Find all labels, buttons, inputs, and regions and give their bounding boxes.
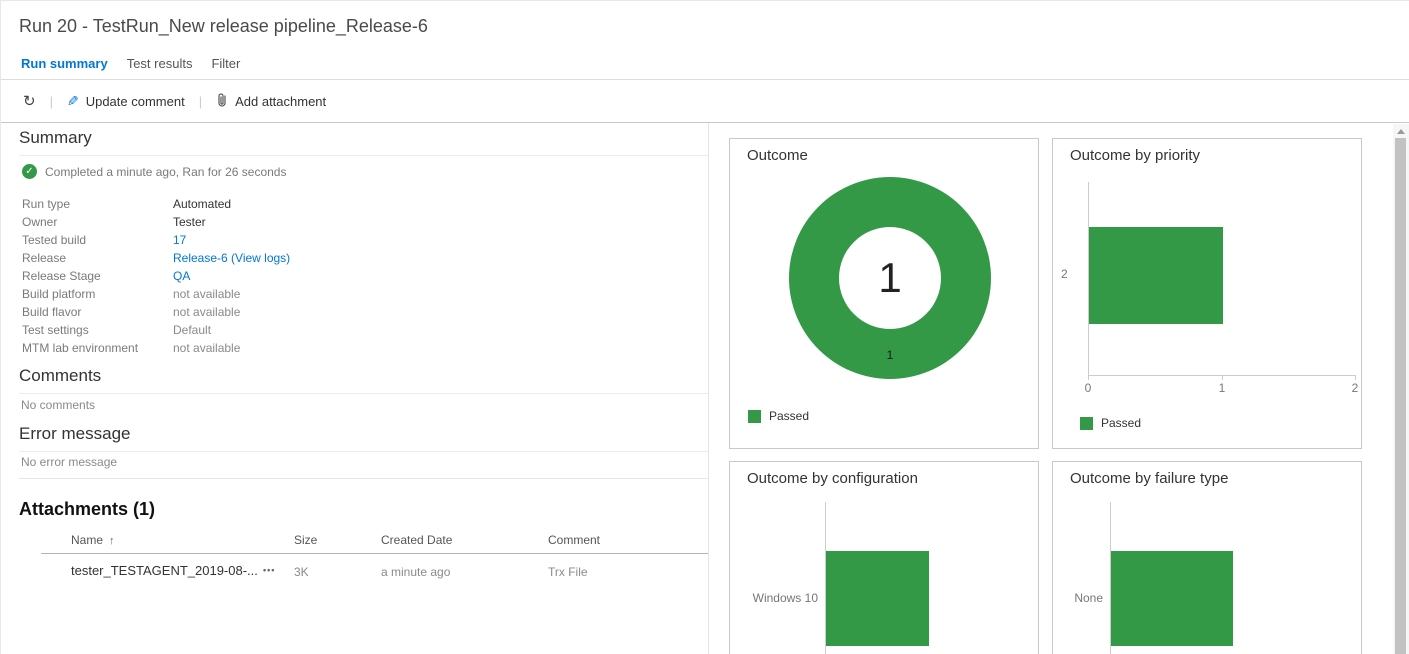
toolbar: ↻ | ✎ Update comment | Add attachment [1, 80, 1409, 123]
chart-title-failure-type: Outcome by failure type [1070, 470, 1229, 487]
x-tick-label: 1 [1218, 381, 1226, 395]
field-label: Build flavor [22, 305, 82, 319]
toolbar-separator: | [198, 93, 203, 109]
pencil-icon: ✎ [66, 92, 79, 109]
page-title: Run 20 - TestRun_New release pipeline_Re… [19, 16, 428, 36]
table-header-divider [41, 553, 708, 554]
release-link[interactable]: Release-6 (View logs) [173, 251, 291, 265]
attachment-created-date: a minute ago [381, 565, 451, 579]
donut-center: 1 [839, 227, 941, 329]
no-comments-text: No comments [21, 398, 96, 412]
column-header-created-date[interactable]: Created Date [381, 533, 453, 547]
outcome-donut: 1 1 [789, 177, 991, 379]
attachment-name[interactable]: tester_TESTAGENT_2019-08-... [71, 563, 258, 578]
scrollbar-thumb[interactable] [1395, 138, 1406, 654]
y-axis-line [1088, 182, 1089, 375]
attachment-size: 3K [294, 565, 309, 579]
column-header-comment[interactable]: Comment [548, 533, 601, 547]
field-label: Release Stage [22, 269, 101, 283]
summary-fields: Run type Automated Owner Tester Tested b… [22, 195, 290, 357]
y-tick-label: None [1074, 591, 1103, 605]
add-attachment-button[interactable]: Add attachment [216, 92, 326, 111]
attachments-heading: Attachments (1) [19, 499, 156, 519]
tab-bar: Run summary Test results Filter [21, 56, 240, 71]
chart-title-configuration: Outcome by configuration [747, 470, 918, 487]
donut-total-count: 1 [878, 254, 902, 301]
comments-heading: Comments [19, 366, 708, 394]
more-options-icon[interactable]: ••• [263, 565, 276, 575]
x-axis-tick [1222, 375, 1223, 380]
chart-legend: Passed [1080, 416, 1141, 430]
section-divider [19, 478, 708, 479]
field-label: Test settings [22, 323, 89, 337]
outcome-by-failure-type-card: Outcome by failure type None [1052, 461, 1362, 654]
legend-label-passed: Passed [769, 409, 810, 423]
field-label: Owner [22, 215, 58, 229]
check-circle-icon: ✓ [22, 164, 37, 179]
chart-title-outcome: Outcome [747, 147, 808, 164]
update-comment-button[interactable]: ✎ Update comment [67, 93, 185, 110]
field-value-run-type: Automated [173, 197, 232, 211]
y-axis-line [1110, 502, 1111, 654]
attachment-comment: Trx File [548, 565, 588, 579]
run-status-text: Completed a minute ago, Ran for 26 secon… [45, 164, 287, 179]
column-header-size[interactable]: Size [294, 533, 318, 547]
chart-legend: Passed [748, 409, 809, 423]
bar-passed-windows10 [826, 551, 929, 646]
y-tick-label: Windows 10 [752, 591, 818, 605]
scrollbar-up-arrow-icon[interactable] [1397, 129, 1405, 134]
release-stage-link[interactable]: QA [173, 269, 191, 283]
field-value-test-settings: Default [173, 323, 212, 337]
outcome-chart-card: Outcome 1 1 Passed [729, 138, 1039, 449]
field-value-build-platform: not available [173, 287, 241, 301]
chart-title-priority: Outcome by priority [1070, 147, 1201, 164]
x-axis-tick [1355, 375, 1356, 380]
refresh-icon: ↻ [23, 93, 36, 110]
paperclip-icon [216, 92, 228, 111]
tab-test-results[interactable]: Test results [126, 56, 193, 71]
field-label: Run type [22, 197, 71, 211]
run-status: ✓ Completed a minute ago, Ran for 26 sec… [22, 164, 286, 179]
add-attachment-label: Add attachment [235, 93, 327, 109]
sort-ascending-icon: ↑ [109, 535, 115, 547]
tested-build-link[interactable]: 17 [173, 233, 187, 247]
tab-filter[interactable]: Filter [211, 56, 241, 71]
donut-slice-label: 1 [886, 348, 894, 362]
x-tick-label: 2 [1351, 381, 1359, 395]
no-error-message-text: No error message [21, 455, 118, 469]
legend-swatch-passed [748, 409, 761, 423]
field-value-build-flavor: not available [173, 305, 241, 319]
bar-passed-priority-2 [1089, 227, 1223, 324]
update-comment-label: Update comment [85, 93, 185, 109]
field-value-owner: Tester [173, 215, 206, 229]
x-axis-tick [1088, 375, 1089, 380]
outcome-by-configuration-card: Outcome by configuration Windows 10 [729, 461, 1039, 654]
column-header-name[interactable]: Name ↑ [71, 533, 115, 547]
y-axis-line [825, 502, 826, 654]
refresh-button[interactable]: ↻ [23, 92, 36, 110]
field-label: Tested build [22, 233, 87, 247]
error-message-heading: Error message [19, 424, 708, 452]
legend-label-passed: Passed [1101, 416, 1142, 430]
field-label: Build platform [22, 287, 96, 301]
toolbar-separator: | [49, 93, 53, 109]
field-label: Release [22, 251, 67, 265]
x-tick-label: 0 [1084, 381, 1092, 395]
outcome-by-priority-card: Outcome by priority 2 0 1 2 Passed [1052, 138, 1362, 449]
tab-separator-line [1, 79, 1409, 80]
summary-heading: Summary [19, 128, 708, 156]
field-value-mtm-lab: not available [173, 341, 241, 355]
field-label: MTM lab environment [22, 341, 139, 355]
tab-run-summary[interactable]: Run summary [21, 56, 108, 71]
legend-swatch-passed [1080, 416, 1093, 430]
bar-passed-none [1111, 551, 1233, 646]
y-tick-label: 2 [1061, 267, 1068, 281]
panel-divider [708, 123, 709, 654]
